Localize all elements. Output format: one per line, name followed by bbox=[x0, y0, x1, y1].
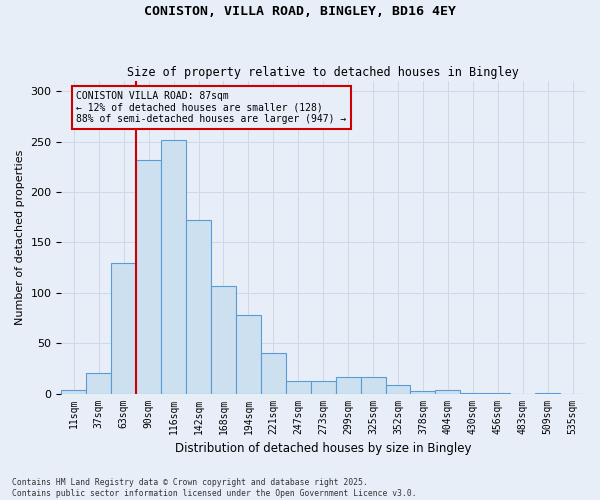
Bar bbox=[361, 378, 386, 394]
Bar bbox=[535, 392, 560, 394]
Bar bbox=[286, 382, 311, 394]
Bar bbox=[335, 378, 361, 394]
Bar bbox=[161, 140, 186, 394]
Bar bbox=[410, 390, 436, 394]
Bar bbox=[311, 382, 335, 394]
Text: CONISTON, VILLA ROAD, BINGLEY, BD16 4EY: CONISTON, VILLA ROAD, BINGLEY, BD16 4EY bbox=[144, 5, 456, 18]
Bar bbox=[186, 220, 211, 394]
Text: CONISTON VILLA ROAD: 87sqm
← 12% of detached houses are smaller (128)
88% of sem: CONISTON VILLA ROAD: 87sqm ← 12% of deta… bbox=[76, 91, 347, 124]
Bar bbox=[111, 262, 136, 394]
Bar bbox=[61, 390, 86, 394]
Text: Contains HM Land Registry data © Crown copyright and database right 2025.
Contai: Contains HM Land Registry data © Crown c… bbox=[12, 478, 416, 498]
Bar bbox=[236, 315, 261, 394]
Bar bbox=[136, 160, 161, 394]
Bar bbox=[485, 392, 510, 394]
X-axis label: Distribution of detached houses by size in Bingley: Distribution of detached houses by size … bbox=[175, 442, 472, 455]
Bar bbox=[386, 386, 410, 394]
Bar bbox=[261, 353, 286, 394]
Bar bbox=[211, 286, 236, 394]
Y-axis label: Number of detached properties: Number of detached properties bbox=[15, 150, 25, 325]
Bar bbox=[436, 390, 460, 394]
Bar bbox=[86, 374, 111, 394]
Bar bbox=[460, 392, 485, 394]
Title: Size of property relative to detached houses in Bingley: Size of property relative to detached ho… bbox=[127, 66, 519, 78]
